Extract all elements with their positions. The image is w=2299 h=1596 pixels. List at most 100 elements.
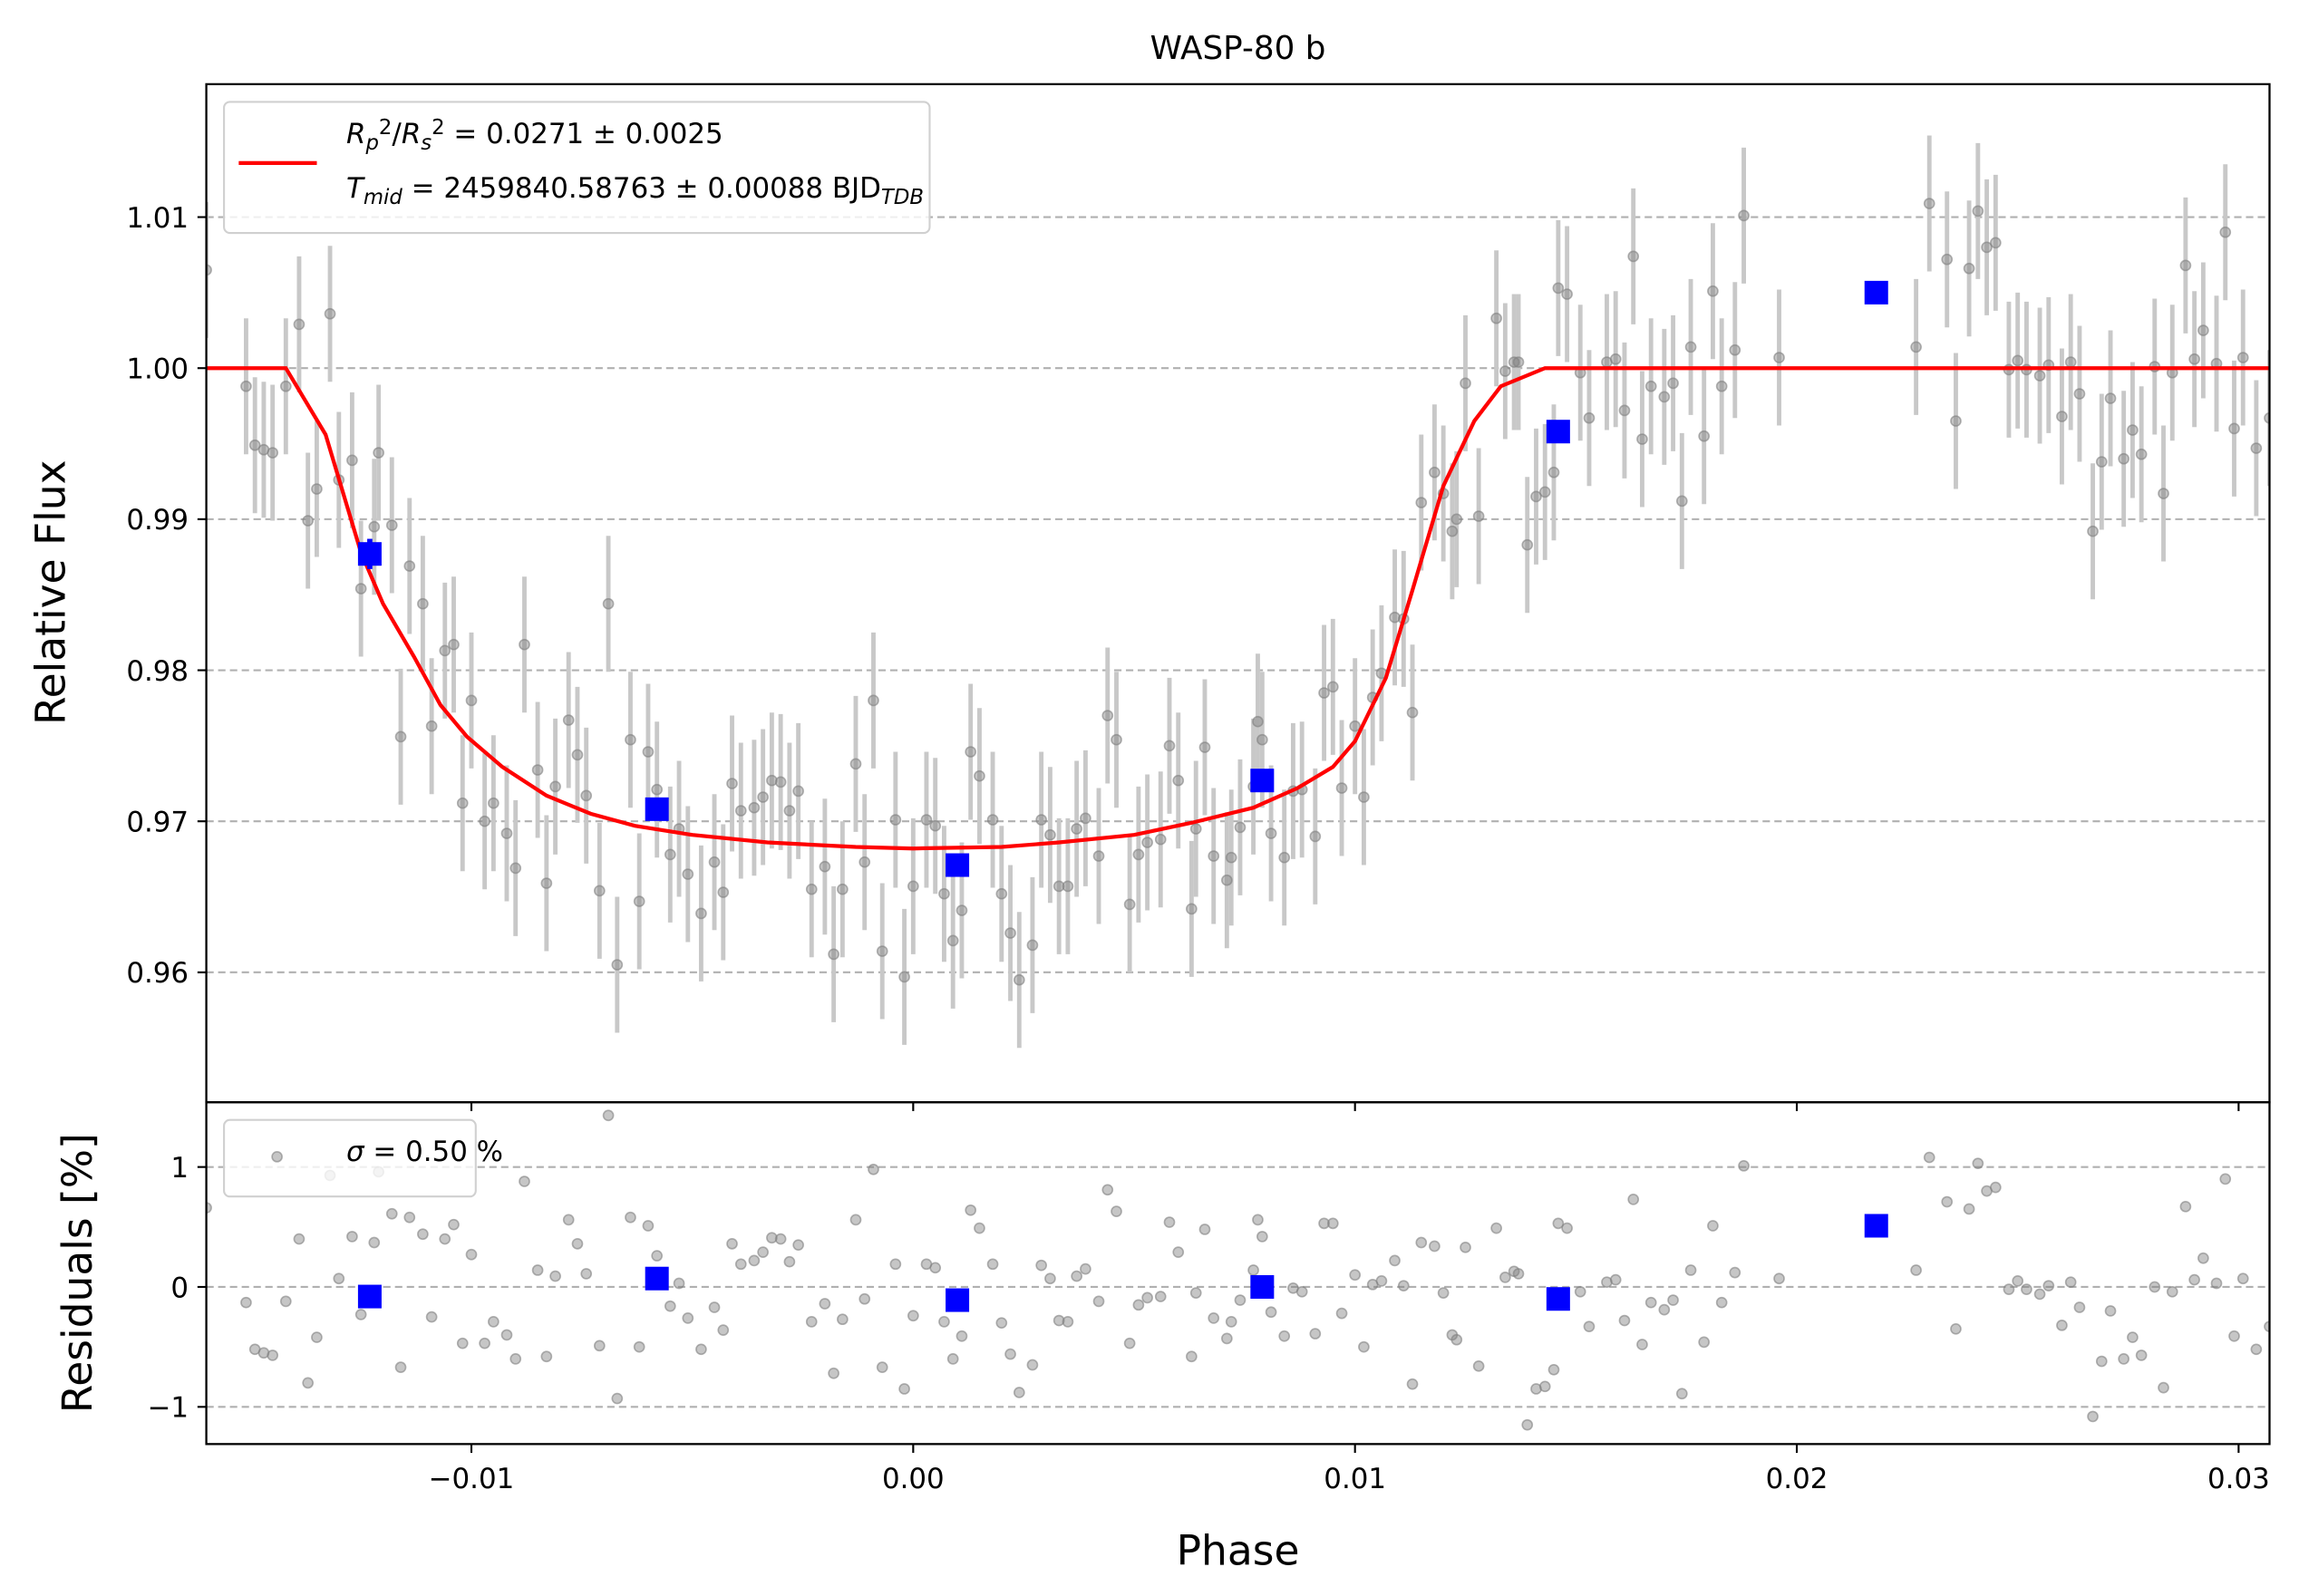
residual-point (1080, 1262, 1091, 1275)
data-point (1026, 939, 1039, 952)
y-tick-label: 0 (170, 1272, 189, 1304)
data-point (2104, 392, 2117, 404)
data-point (651, 783, 664, 796)
data-point (898, 971, 910, 983)
data-point (1460, 377, 1471, 390)
residual-point (488, 1316, 500, 1328)
data-point (708, 856, 721, 868)
data-point (593, 885, 606, 897)
data-point (519, 638, 530, 651)
data-point (1198, 741, 1211, 753)
residual-point (625, 1211, 636, 1224)
residual-point (1707, 1220, 1719, 1232)
legend-box (223, 1118, 477, 1198)
legend-text: R (402, 118, 421, 150)
residual-point (858, 1292, 871, 1305)
data-point (1172, 774, 1185, 787)
data-point (1335, 782, 1348, 794)
residual-point (717, 1324, 730, 1336)
residual-point (1335, 1307, 1348, 1320)
data-point (279, 380, 292, 392)
residual-point (805, 1316, 818, 1328)
residual-point (938, 1316, 950, 1328)
data-point (2197, 324, 2209, 336)
data-point (602, 597, 615, 610)
residual-point (439, 1233, 451, 1245)
data-point (302, 515, 315, 527)
data-point (580, 789, 593, 802)
residual-point (1044, 1272, 1056, 1285)
residual-point (664, 1300, 676, 1312)
legend-text: T (346, 172, 365, 205)
residual-point (1773, 1272, 1785, 1285)
y-tick-label: 1 (170, 1152, 189, 1185)
residual-point (593, 1340, 606, 1352)
data-point (868, 694, 879, 707)
residual-point (448, 1218, 460, 1231)
legend-text: σ (346, 1136, 365, 1168)
residual-point (2003, 1283, 2015, 1295)
residual-point (1252, 1214, 1264, 1226)
binned-point (1250, 769, 1275, 793)
data-point (324, 307, 336, 320)
data-point (682, 868, 694, 880)
residual-point (1521, 1418, 1534, 1431)
residual-point (1729, 1266, 1741, 1279)
legend-text: mid (364, 186, 403, 209)
model-line (206, 366, 2270, 851)
data-point (1252, 715, 1264, 728)
data-point (1163, 740, 1176, 752)
binned-point (946, 1288, 970, 1312)
x-tick-label: −0.01 (429, 1463, 515, 1495)
data-point (1636, 433, 1648, 445)
data-point (500, 827, 513, 839)
residual-point (2012, 1275, 2024, 1287)
residual-point (456, 1337, 469, 1349)
x-tick-label: 0.00 (882, 1463, 945, 1495)
data-point (2219, 226, 2232, 238)
residual-point (1123, 1337, 1136, 1349)
residual-point (837, 1313, 849, 1326)
data-point (1738, 209, 1750, 222)
residual-point (2149, 1281, 2161, 1293)
residual-point (828, 1367, 839, 1379)
data-point (311, 483, 323, 495)
data-point (439, 644, 451, 657)
residual-point (394, 1361, 407, 1373)
data-point (417, 597, 429, 610)
residual-point (540, 1350, 553, 1363)
residual-point (766, 1232, 778, 1244)
data-point (726, 778, 738, 789)
data-point (642, 746, 655, 758)
binned-point (357, 1284, 382, 1309)
data-point (1552, 282, 1565, 295)
data-point (1530, 490, 1542, 503)
residual-point (1295, 1285, 1308, 1298)
residual-point (1583, 1320, 1596, 1332)
data-point (1429, 466, 1441, 479)
data-point (394, 730, 407, 743)
data-point (540, 877, 553, 889)
data-point (1675, 495, 1688, 508)
data-point (889, 814, 902, 826)
residual-point (1472, 1359, 1485, 1372)
residual-point (1460, 1241, 1471, 1253)
data-point (456, 797, 469, 809)
data-point (1583, 411, 1596, 424)
residual-point (1644, 1296, 1657, 1309)
data-point (664, 848, 676, 861)
data-point (2236, 352, 2249, 363)
residual-point (425, 1311, 438, 1323)
residual-point (1715, 1296, 1728, 1309)
residual-point (2135, 1349, 2148, 1361)
residual-point (580, 1268, 593, 1280)
data-point (1256, 733, 1268, 746)
data-point (965, 746, 977, 758)
data-point (938, 887, 950, 900)
residual-point (1667, 1294, 1679, 1306)
residual-point (965, 1204, 977, 1216)
data-point (2095, 456, 2108, 468)
